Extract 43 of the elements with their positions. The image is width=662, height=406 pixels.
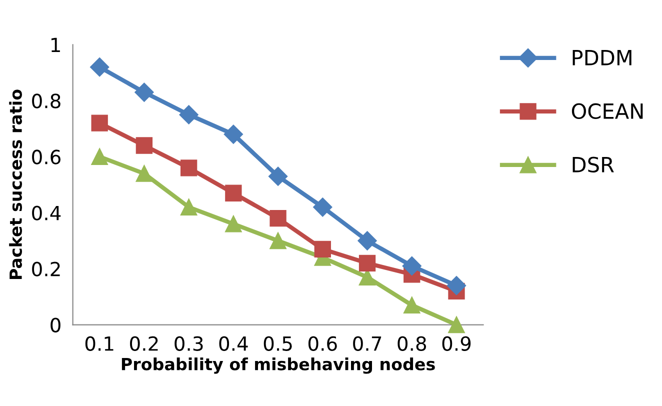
point [134,82,154,102]
x-tick-label: 0.9 [442,336,471,351]
point [91,114,108,132]
x-tick-label: 0.1 [85,336,114,351]
point [136,165,153,182]
x-axis-title: Probability of misbehaving nodes [122,358,435,374]
x-tick-label: 0.7 [353,336,382,351]
point [225,184,242,202]
y-tick-label: 0.6 [32,150,60,164]
legend-label: OCEAN [572,103,643,120]
point [446,276,466,296]
point [180,160,198,176]
y-axis-title: Packet success ratio [9,90,22,280]
point [358,231,377,250]
point [404,296,420,314]
y-tick-label: 0.2 [32,262,60,276]
point [358,254,376,272]
point [402,256,422,276]
point [91,148,108,166]
point [268,166,288,186]
y-tick-label: 0 [50,318,60,332]
point [314,240,331,258]
x-tick-label: 0.2 [130,336,158,351]
point [270,210,286,227]
x-tick-label: 0.4 [219,336,248,351]
legend-label: DSR [572,156,614,173]
point [270,232,286,250]
point [180,198,198,216]
y-tick-label: 0.8 [32,94,60,108]
point [448,316,465,334]
point [179,105,198,124]
x-tick-label: 0.3 [174,336,203,351]
x-tick-label: 0.8 [398,336,426,351]
point [225,216,242,232]
point [90,58,110,77]
point [224,124,243,144]
y-tick-label: 0.4 [32,206,61,220]
point [313,198,332,217]
y-tick-label: 1 [51,38,60,52]
point [136,137,153,154]
x-tick-label: 0.6 [308,336,337,351]
legend-label: PDDM [572,50,632,66]
x-tick-label: 0.5 [264,336,292,351]
